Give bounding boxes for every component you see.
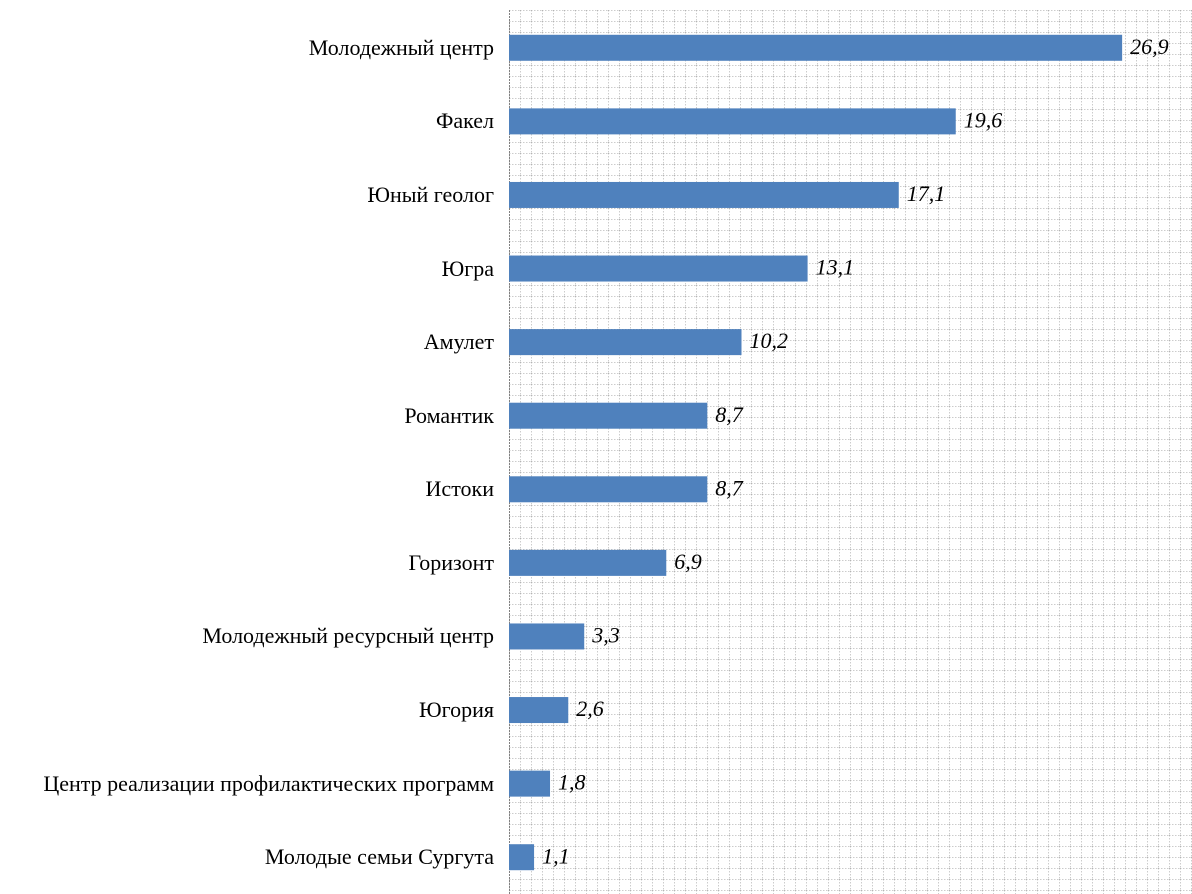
value-label: 17,1 [907, 181, 946, 206]
bar [509, 697, 569, 724]
category-label: Югра [6, 229, 494, 309]
category-label: Горизонт [6, 523, 494, 603]
category-label: Романтик [6, 376, 494, 456]
value-label: 26,9 [1130, 34, 1169, 59]
category-text: Югория [419, 697, 494, 723]
category-text: Югра [441, 255, 494, 281]
category-label: Юный геолог [6, 155, 494, 235]
category-label: Истоки [6, 449, 494, 529]
value-label: 8,7 [715, 402, 744, 427]
category-text: Романтик [404, 402, 494, 428]
value-label: 1,1 [542, 843, 570, 868]
bar [509, 255, 808, 282]
value-label: 2,6 [576, 696, 604, 721]
category-label: Факел [6, 81, 494, 161]
bar [509, 623, 585, 650]
category-text: Юный геолог [367, 181, 494, 207]
category-label: Амулет [6, 302, 494, 382]
category-text: Горизонт [408, 549, 494, 575]
bar [509, 844, 535, 871]
bar [509, 549, 667, 576]
value-label: 19,6 [964, 107, 1003, 132]
value-label: 13,1 [816, 255, 855, 280]
category-label: Центр реализации профилактических програ… [6, 744, 494, 824]
category-text: Центр реализации профилактических програ… [43, 770, 494, 796]
value-label: 3,3 [591, 623, 620, 648]
category-label: Югория [6, 670, 494, 750]
bar [509, 770, 551, 797]
value-label: 1,8 [558, 770, 586, 795]
category-text: Истоки [425, 476, 494, 502]
value-label: 10,2 [749, 328, 788, 353]
category-label: Молодежный ресурсный центр [6, 596, 494, 676]
bar [509, 329, 742, 356]
bar [509, 402, 708, 429]
category-label: Молодые семьи Сургута [6, 817, 494, 894]
bar [509, 181, 899, 208]
value-label: 8,7 [715, 475, 744, 500]
category-text: Молодые семьи Сургута [264, 844, 494, 870]
grid [509, 10, 1192, 894]
category-label: Молодежный центр [6, 8, 494, 88]
value-label: 6,9 [674, 549, 702, 574]
bar [509, 34, 1123, 61]
bar [509, 108, 956, 135]
category-text: Молодежный ресурсный центр [202, 623, 494, 649]
category-text: Молодежный центр [308, 34, 494, 60]
category-text: Факел [435, 108, 494, 134]
category-text: Амулет [423, 329, 494, 355]
bar [509, 476, 708, 503]
